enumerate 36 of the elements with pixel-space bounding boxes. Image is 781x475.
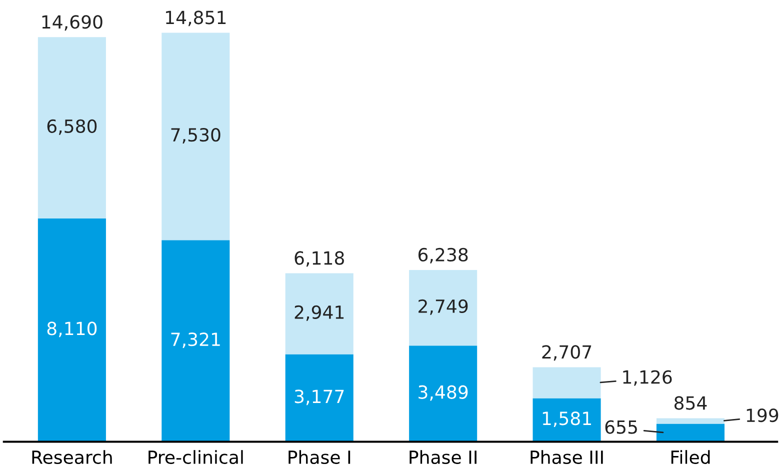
data-label: 8,110 — [47, 322, 97, 338]
data-label: 2,941 — [294, 305, 344, 321]
bar — [162, 240, 230, 442]
data-label: 1,581 — [542, 412, 591, 428]
data-label: 3,489 — [418, 385, 468, 401]
x-tick-label: Phase III — [530, 450, 603, 464]
data-label: 199 — [746, 408, 778, 422]
x-tick-label: Research — [32, 450, 112, 464]
bar — [656, 418, 725, 424]
bar — [38, 37, 106, 218]
data-label: 655 — [605, 420, 637, 434]
data-label: 7,530 — [171, 128, 220, 144]
data-label: 6,580 — [47, 119, 97, 135]
bar — [532, 367, 601, 398]
x-tick-label: Phase I — [288, 450, 350, 464]
bar — [285, 354, 354, 442]
total-label: 6,238 — [418, 248, 468, 264]
data-label: 1,126 — [623, 370, 672, 386]
bar — [162, 32, 230, 240]
total-label: 2,707 — [542, 345, 592, 361]
data-label: 3,177 — [294, 390, 344, 406]
total-label: 6,118 — [294, 251, 344, 267]
x-tick-label: Pre-clinical — [148, 450, 243, 464]
data-label: 2,749 — [418, 299, 468, 315]
bar — [532, 398, 601, 442]
bar — [38, 218, 106, 442]
x-tick-label: Filed — [671, 450, 710, 464]
total-label: 854 — [674, 396, 707, 410]
total-label: 14,851 — [166, 10, 226, 26]
x-tick-label: Phase II — [410, 450, 476, 464]
bar — [409, 270, 478, 346]
bar — [285, 273, 354, 354]
bar — [409, 346, 478, 442]
data-label: 7,321 — [171, 332, 220, 348]
bar — [656, 424, 725, 442]
total-label: 14,690 — [42, 15, 102, 31]
